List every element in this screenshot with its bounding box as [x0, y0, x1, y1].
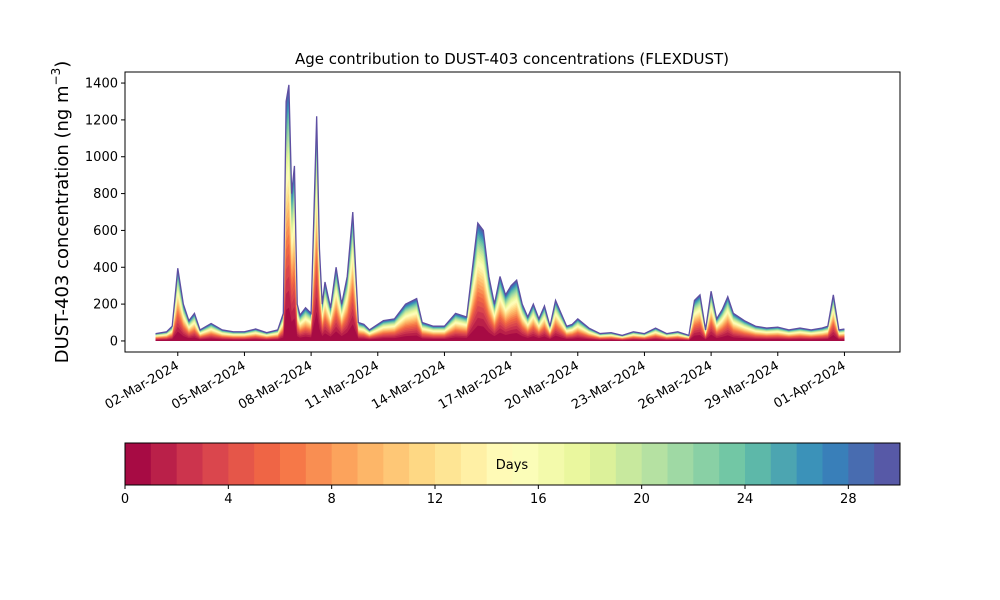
- y-axis: 0 200 400 600 800 1000 1200 1400: [85, 77, 125, 349]
- age-stack-layers: [155, 84, 845, 341]
- colorbar-bin-3: [202, 443, 229, 485]
- colorbar-tick-label: 24: [737, 492, 754, 507]
- x-tick-label: 14-Mar-2024: [369, 358, 448, 412]
- colorbar-bin-19: [615, 443, 643, 485]
- colorbar-bin-2: [176, 443, 203, 485]
- colorbar-bin-9: [357, 443, 384, 485]
- x-tick-label: 23-Mar-2024: [569, 358, 648, 412]
- y-tick-label: 1000: [85, 150, 118, 165]
- y-tick-label: 200: [93, 298, 118, 313]
- total-concentration-line: [155, 84, 845, 337]
- x-tick-label: 02-Mar-2024: [103, 358, 182, 412]
- colorbar-tick-label: 8: [328, 492, 336, 507]
- colorbar-bin-0: [125, 443, 152, 485]
- x-axis: 02-Mar-202405-Mar-202408-Mar-202411-Mar-…: [103, 352, 848, 413]
- colorbar-tick-label: 0: [121, 492, 129, 507]
- colorbar-bin-18: [590, 443, 617, 485]
- colorbar-bin-25: [770, 443, 798, 485]
- y-tick-label: 400: [93, 261, 118, 276]
- colorbar-bin-21: [667, 443, 694, 485]
- y-tick-label: 0: [110, 334, 118, 349]
- x-tick-label: 08-Mar-2024: [236, 358, 315, 412]
- colorbar-bin-24: [745, 443, 772, 485]
- x-tick-label: 20-Mar-2024: [503, 358, 582, 412]
- colorbar-bin-22: [693, 443, 720, 485]
- colorbar-tick-label: 28: [840, 492, 857, 507]
- plot-frame: [124, 71, 901, 353]
- x-tick-label: 01-Apr-2024: [771, 358, 848, 411]
- colorbar-label: Days: [496, 458, 529, 473]
- colorbar-tick-label: 4: [224, 492, 232, 507]
- colorbar-bin-8: [331, 443, 358, 485]
- y-tick-label: 1200: [85, 113, 118, 128]
- colorbar-bin-26: [796, 443, 823, 485]
- colorbar-tick-label: 20: [633, 492, 650, 507]
- colorbar-bin-1: [150, 443, 178, 485]
- colorbar-bin-12: [435, 443, 462, 485]
- y-tick-label: 1400: [85, 77, 118, 92]
- colorbar-bin-27: [822, 443, 849, 485]
- age-layer-1: [155, 290, 845, 341]
- colorbar-bin-14: [486, 443, 513, 485]
- colorbar-bin-13: [460, 443, 488, 485]
- colorbar-bin-20: [641, 443, 668, 485]
- colorbar-bin-10: [383, 443, 410, 485]
- y-axis-label: DUST-403 concentration (ng m−3): [49, 61, 73, 364]
- colorbar-bin-15: [512, 443, 539, 485]
- colorbar-bin-4: [228, 443, 255, 485]
- y-tick-label: 600: [93, 224, 118, 239]
- y-tick-label: 800: [93, 187, 118, 202]
- colorbar-ticks: 0 4 8 12 16 20 24 28: [121, 485, 857, 507]
- colorbar-bin-6: [280, 443, 307, 485]
- colorbar-tick-label: 12: [427, 492, 444, 507]
- y-axis-label-close: ): [52, 61, 73, 68]
- colorbar-bin-29: [874, 443, 901, 485]
- colorbar-bin-17: [564, 443, 591, 485]
- colorbar-frame: [124, 442, 901, 486]
- x-tick-label: 17-Mar-2024: [436, 358, 515, 412]
- colorbar-tick-label: 16: [530, 492, 547, 507]
- y-axis-label-exponent: −3: [49, 68, 63, 86]
- colorbar-bins: [125, 443, 901, 485]
- colorbar-bin-11: [409, 443, 436, 485]
- colorbar-bin-7: [305, 443, 333, 485]
- plot-area: [124, 71, 901, 353]
- x-tick-label: 05-Mar-2024: [169, 358, 248, 412]
- x-tick-label: 11-Mar-2024: [303, 358, 382, 412]
- age-layer-0: [155, 307, 845, 341]
- chart-title: Age contribution to DUST-403 concentrati…: [295, 50, 729, 68]
- y-axis-label-text: DUST-403 concentration (ng m: [52, 85, 73, 363]
- colorbar: Days 0 4 8 12 16 20 24 28: [121, 442, 901, 507]
- colorbar-bin-16: [538, 443, 565, 485]
- x-tick-label: 26-Mar-2024: [636, 358, 715, 412]
- colorbar-bin-28: [848, 443, 875, 485]
- colorbar-bin-5: [254, 443, 281, 485]
- colorbar-bin-23: [719, 443, 746, 485]
- x-tick-label: 29-Mar-2024: [703, 358, 782, 412]
